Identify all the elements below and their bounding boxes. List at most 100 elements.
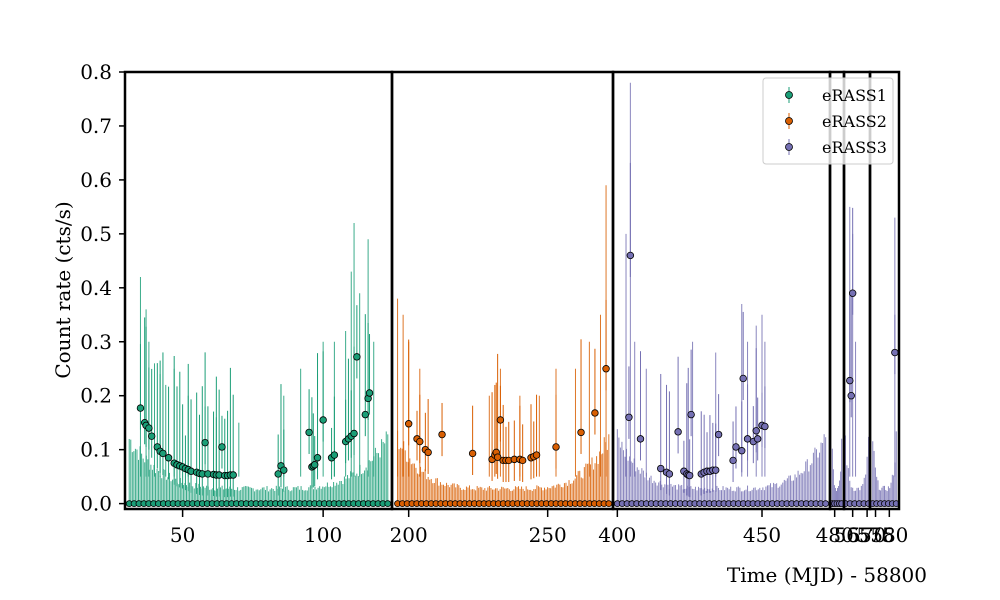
data-point bbox=[201, 438, 209, 447]
y-axis-label: Count rate (cts/s) bbox=[51, 201, 75, 378]
panel-data bbox=[125, 223, 392, 508]
y-axis: 0.0 0.1 0.2 0.3 0.4 0.5 0.6 0.7 0.8 bbox=[80, 60, 125, 516]
x-tick-label: 580 bbox=[870, 523, 908, 547]
panel-data bbox=[830, 438, 844, 508]
data-point bbox=[761, 422, 769, 431]
y-tick-label: 0.7 bbox=[80, 114, 112, 138]
legend: eRASS1 eRASS2 eRASS3 bbox=[762, 77, 894, 165]
panel-frame bbox=[123, 70, 394, 511]
data-point bbox=[685, 471, 694, 480]
data-point bbox=[577, 428, 585, 437]
panel-1: 50 100 bbox=[123, 70, 394, 547]
legend-label: eRASS3 bbox=[822, 138, 887, 157]
legend-marker bbox=[785, 143, 793, 151]
data-point bbox=[848, 289, 857, 297]
data-point bbox=[353, 353, 361, 361]
panel-4: 480 bbox=[816, 70, 854, 547]
data-point bbox=[365, 389, 374, 397]
data-point bbox=[753, 435, 762, 443]
data-point bbox=[313, 454, 322, 462]
data-point bbox=[657, 464, 665, 473]
data-point bbox=[822, 500, 830, 508]
x-tick-label: 575 bbox=[856, 523, 894, 547]
data-point bbox=[847, 392, 855, 400]
data-point bbox=[892, 500, 899, 508]
data-point bbox=[665, 470, 674, 478]
panel-2: 200 250 bbox=[390, 70, 615, 547]
legend-marker bbox=[785, 117, 793, 125]
legend-label: eRASS2 bbox=[822, 112, 887, 131]
y-tick-label: 0.4 bbox=[80, 276, 112, 300]
y-tick-label: 0.3 bbox=[80, 330, 112, 354]
x-axis-label: Time (MJD) - 58800 bbox=[727, 563, 927, 587]
x-tick-label: 565 bbox=[834, 523, 872, 547]
legend-box bbox=[762, 77, 894, 165]
data-point bbox=[311, 461, 319, 469]
data-point bbox=[625, 413, 633, 421]
legend-label: eRASS1 bbox=[822, 86, 887, 105]
x-tick-label: 450 bbox=[743, 523, 781, 547]
data-point bbox=[468, 449, 477, 458]
data-point bbox=[147, 432, 156, 440]
y-tick-label: 0.2 bbox=[80, 384, 112, 408]
data-point bbox=[159, 449, 167, 458]
data-point bbox=[319, 416, 327, 424]
data-point bbox=[846, 376, 854, 385]
x-tick-label: 100 bbox=[304, 523, 342, 547]
data-point bbox=[164, 454, 173, 462]
data-point bbox=[602, 365, 610, 373]
x-tick-label: 570 bbox=[848, 523, 886, 547]
data-point bbox=[305, 428, 313, 437]
data-point bbox=[605, 500, 613, 508]
data-point bbox=[752, 427, 760, 435]
data-point bbox=[518, 456, 527, 465]
data-point bbox=[145, 424, 153, 432]
data-point bbox=[218, 443, 226, 451]
data-point bbox=[729, 456, 737, 465]
x-tick-label: 50 bbox=[170, 523, 195, 547]
data-point bbox=[739, 374, 747, 383]
data-point bbox=[636, 435, 645, 443]
data-point bbox=[532, 451, 541, 459]
x-tick-label: 250 bbox=[529, 523, 567, 547]
x-tick-label: 400 bbox=[598, 523, 636, 547]
data-point bbox=[838, 500, 844, 508]
data-point bbox=[136, 404, 145, 412]
data-point bbox=[674, 428, 682, 436]
data-point bbox=[552, 443, 560, 451]
panel-data bbox=[394, 185, 613, 508]
legend-marker bbox=[785, 91, 793, 99]
data-point bbox=[424, 448, 432, 457]
panel-data bbox=[870, 217, 899, 508]
data-point bbox=[738, 447, 746, 455]
data-point bbox=[626, 251, 635, 260]
data-point bbox=[384, 500, 392, 508]
data-point bbox=[350, 429, 358, 438]
panel-3: 400 450 bbox=[598, 70, 832, 547]
data-point bbox=[712, 466, 720, 474]
data-point bbox=[591, 409, 599, 417]
data-point bbox=[330, 451, 339, 459]
data-point bbox=[438, 430, 446, 439]
panel-data bbox=[844, 206, 870, 508]
data-point bbox=[493, 453, 502, 461]
panel-frame bbox=[868, 70, 901, 511]
data-point bbox=[361, 410, 369, 419]
y-tick-label: 0.0 bbox=[80, 492, 112, 516]
data-point bbox=[416, 437, 424, 446]
y-tick-label: 0.8 bbox=[80, 60, 112, 84]
x-tick-label: 200 bbox=[390, 523, 428, 547]
data-point bbox=[714, 430, 723, 439]
x-tick-label: 480 bbox=[816, 523, 854, 547]
panel-data bbox=[613, 82, 830, 508]
data-point bbox=[891, 348, 899, 357]
y-tick-label: 0.5 bbox=[80, 222, 112, 246]
data-point bbox=[496, 416, 505, 424]
data-point bbox=[732, 443, 740, 451]
data-point bbox=[687, 410, 695, 419]
data-point bbox=[280, 466, 288, 474]
